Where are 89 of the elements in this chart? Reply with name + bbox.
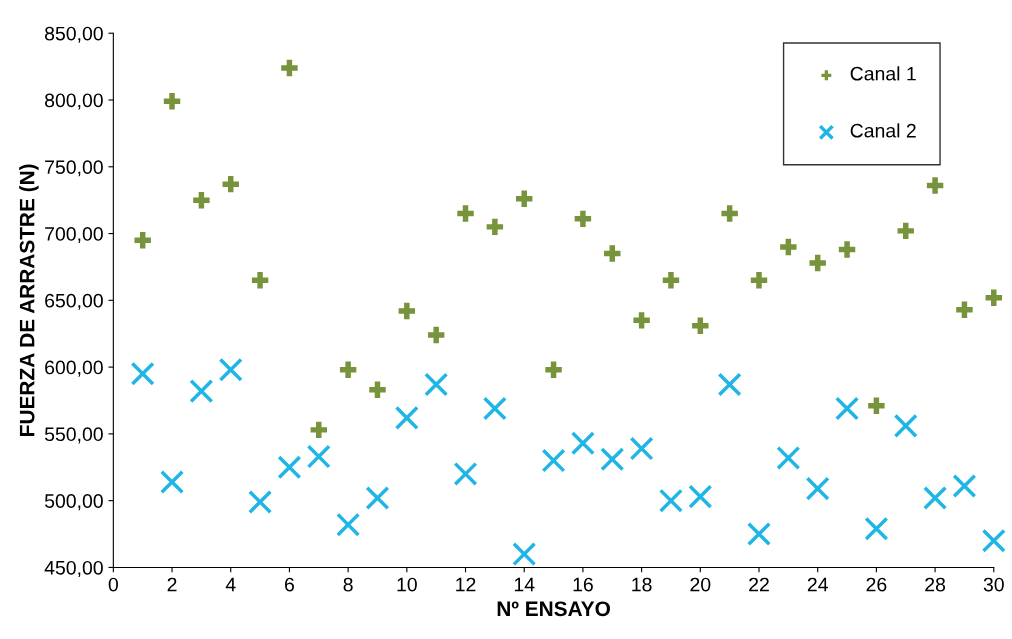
point <box>222 175 239 193</box>
point <box>688 484 713 509</box>
point <box>574 210 592 228</box>
y-tick-label: 550,00 <box>44 427 103 444</box>
point <box>310 421 327 439</box>
point <box>160 469 185 494</box>
point <box>277 455 302 480</box>
point <box>604 245 621 262</box>
point <box>424 372 449 397</box>
point <box>453 461 478 486</box>
point <box>864 516 889 541</box>
x-tick-label: 14 <box>514 577 535 592</box>
y-tick-label: 750,00 <box>45 160 103 177</box>
point <box>369 381 386 399</box>
point <box>633 312 650 329</box>
point <box>570 431 595 456</box>
point <box>662 272 680 289</box>
point <box>952 473 977 499</box>
point <box>923 485 948 511</box>
point <box>956 301 973 318</box>
point <box>717 372 742 397</box>
y-tick-label: 700,00 <box>45 227 103 244</box>
x-tick-label: 30 <box>983 577 1004 592</box>
point <box>545 361 562 378</box>
point <box>398 302 416 320</box>
point <box>541 448 566 473</box>
x-tick-label: 24 <box>807 577 828 592</box>
point <box>134 232 151 249</box>
point <box>809 254 826 272</box>
point <box>193 191 210 209</box>
point <box>516 190 533 208</box>
point <box>746 522 772 547</box>
y-tick-label: 800,00 <box>45 93 103 110</box>
point <box>805 476 830 501</box>
y-axis-title: FUERZA DE ARRASTRE (N) <box>19 164 39 436</box>
point <box>427 326 445 344</box>
x-axis-title: Nº ENSAYO <box>497 601 610 617</box>
point <box>780 238 797 256</box>
y-tick-label: 650,00 <box>45 293 103 310</box>
point <box>336 512 361 537</box>
point <box>130 361 155 386</box>
point <box>365 485 390 511</box>
y-tick-label: 600,00 <box>45 360 103 377</box>
point <box>893 413 918 438</box>
point <box>281 59 298 77</box>
x-tick-label: 10 <box>397 577 417 592</box>
legend-label: Canal 2 <box>850 123 916 138</box>
point <box>868 397 885 415</box>
legend-label: Canal 1 <box>850 66 916 81</box>
point <box>482 396 507 421</box>
point <box>512 542 537 567</box>
point <box>218 357 243 382</box>
x-tick-label: 12 <box>456 577 476 592</box>
x-tick-label: 16 <box>573 577 593 592</box>
point <box>394 405 419 430</box>
x-tick-label: 8 <box>343 577 353 592</box>
x-tick-label: 4 <box>225 577 236 592</box>
point <box>838 241 856 258</box>
x-tick-label: 20 <box>690 577 711 592</box>
x-tick-label: 2 <box>167 577 177 592</box>
y-tick-label: 850,00 <box>45 26 103 43</box>
point <box>776 445 801 470</box>
point <box>251 272 269 289</box>
point <box>629 436 654 461</box>
point <box>721 205 738 222</box>
point <box>692 317 709 334</box>
point <box>658 488 683 513</box>
x-tick-label: 26 <box>866 577 887 592</box>
x-tick-label: 22 <box>749 577 769 592</box>
point <box>985 289 1002 306</box>
point <box>457 205 474 222</box>
x-tick-label: 0 <box>108 577 118 592</box>
point <box>981 528 1006 553</box>
point <box>897 222 914 240</box>
x-tick-label: 28 <box>925 577 946 592</box>
y-tick-label: 450,00 <box>44 560 103 577</box>
point <box>750 272 768 289</box>
point <box>306 444 331 469</box>
point <box>163 93 181 110</box>
x-tick-label: 6 <box>285 577 294 592</box>
point <box>486 218 504 236</box>
point <box>189 379 214 404</box>
point <box>248 489 273 515</box>
point <box>926 177 944 194</box>
point <box>339 361 357 378</box>
point <box>600 447 625 472</box>
y-tick-label: 500,00 <box>44 494 103 511</box>
x-tick-label: 18 <box>632 577 652 592</box>
point <box>835 396 860 421</box>
